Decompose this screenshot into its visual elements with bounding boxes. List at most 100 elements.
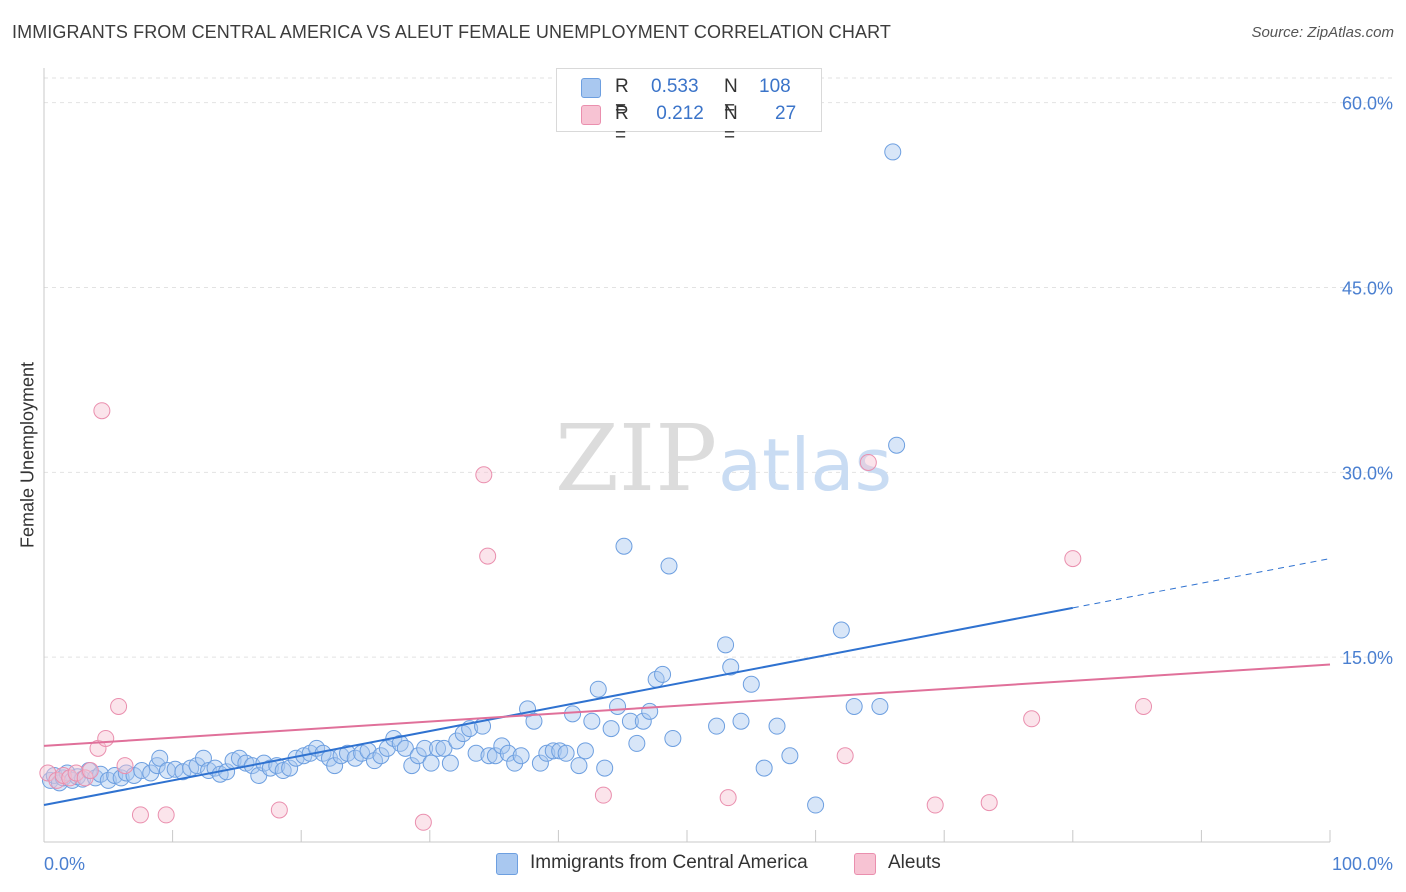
y-tick-label: 45.0% [1342,278,1393,298]
trend-line-central-america [43,606,1073,807]
point-central-america [621,712,639,730]
point-aleuts [479,547,497,565]
point-central-america [755,759,773,777]
x-tick-label-min: 0.0% [44,854,85,874]
bottom-legend-swatch-pink [854,853,876,875]
point-central-america [609,697,627,715]
point-aleuts [1023,710,1041,728]
x-tick-label-max: 100.0% [1332,854,1393,874]
legend-n-value: 27 [775,103,797,124]
point-central-america [660,557,678,575]
legend-r-value: 0.533 [651,76,699,97]
legend-r-label: R = [615,76,629,119]
point-central-america [416,739,434,757]
point-central-america [722,658,740,676]
point-aleuts [97,729,115,747]
point-aleuts [93,402,111,420]
point-central-america [326,757,344,775]
point-central-america [531,754,549,772]
point-aleuts [1064,550,1082,568]
point-aleuts [110,697,128,715]
point-central-america [654,665,672,683]
point-central-america [602,720,620,738]
point-aleuts [836,747,854,765]
bottom-legend-label: Immigrants from Central America [530,852,808,873]
y-tick-label: 15.0% [1342,648,1393,668]
y-axis-label: Female Unemployment [17,361,38,549]
point-central-america [281,759,299,777]
point-central-america [391,734,409,752]
watermark: ZIP atlas [555,405,892,512]
point-central-america [378,739,396,757]
tick-labels: 15.0% 30.0% 45.0% 60.0% 0.0% 100.0% [44,94,1393,874]
watermark-atlas: atlas [718,423,892,507]
point-aleuts [1135,697,1153,715]
point-central-america [732,712,750,730]
point-central-america [512,747,530,765]
legend-n-label: N = [724,103,738,146]
point-central-america [884,143,902,161]
point-central-america [403,757,421,775]
point-aleuts [270,801,288,819]
point-central-america [708,717,726,735]
trend-line-aleuts [43,663,1331,747]
point-central-america [807,796,825,814]
point-central-america [641,702,659,720]
point-aleuts [116,757,134,775]
legend-r-value: 0.212 [651,103,704,124]
source-label: Source: ZipAtlas.com [1251,24,1394,41]
axes [43,68,1331,843]
point-central-america [768,717,786,735]
point-central-america [441,754,459,772]
point-central-america [480,747,498,765]
point-aleuts [475,466,493,484]
chart-title: IMMIGRANTS FROM CENTRAL AMERICA VS ALEUT… [12,22,891,42]
point-central-america [486,747,504,765]
y-tick-label: 60.0% [1342,94,1393,114]
point-central-america [576,742,594,760]
point-aleuts [926,796,944,814]
point-central-america [596,759,614,777]
trend-lines [43,558,1331,807]
point-central-america [570,757,588,775]
point-central-america [583,712,601,730]
point-central-america [396,739,414,757]
point-aleuts [980,794,998,812]
point-central-america [664,729,682,747]
legend-swatch-blue [581,78,601,98]
point-aleuts [414,813,432,831]
trend-line-central-america-extension [1072,558,1331,609]
point-central-america [525,712,543,730]
point-central-america [557,744,575,762]
point-central-america [742,675,760,693]
point-aleuts [594,786,612,804]
point-central-america [781,747,799,765]
point-central-america [871,697,889,715]
point-central-america [717,636,735,654]
correlation-legend: R = 0.533 N = 108 R = 0.212 N = 27 [556,68,822,146]
point-central-america [151,749,169,767]
point-central-america [615,537,633,555]
point-central-america [564,705,582,723]
point-central-america [429,739,447,757]
legend-n-value: 108 [759,76,791,97]
point-central-america [634,712,652,730]
bottom-legend-label: Aleuts [888,852,941,873]
point-aleuts [81,762,99,780]
point-central-america [435,739,453,757]
point-central-america [499,744,517,762]
point-central-america [832,621,850,639]
legend-n-label: N = [724,76,738,119]
watermark-zip: ZIP [555,405,717,512]
point-central-america [888,436,906,454]
point-central-america [422,754,440,772]
point-aleuts [67,764,85,782]
y-tick-label: 30.0% [1342,463,1393,483]
point-central-america [544,742,562,760]
legend-r-label: R = [615,103,629,146]
bottom-legend-swatch-blue [496,853,518,875]
grid-lines [44,77,1395,658]
point-central-america [174,763,192,781]
legend-swatch-pink [581,105,601,125]
point-central-america [628,734,646,752]
